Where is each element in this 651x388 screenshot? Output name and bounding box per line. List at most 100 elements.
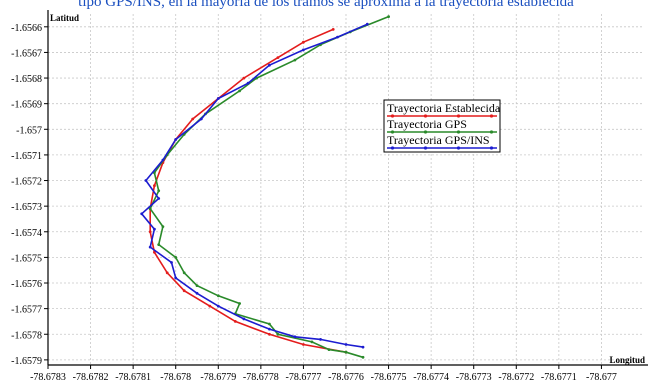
x-tick-label: -78.6773 [456, 372, 492, 383]
data-point-trayectoria-gps-ins [302, 48, 305, 52]
legend-marker [423, 114, 428, 118]
data-point-trayectoria-gps-ins [170, 261, 173, 264]
data-point-trayectoria-gps-ins [148, 245, 152, 249]
data-point-trayectoria-establecida [331, 28, 335, 31]
plot-background [0, 10, 651, 383]
data-point-trayectoria-gps-ins [361, 345, 365, 349]
chart-title-fragment: tipo GPS/INS, en la mayoría de los tramo… [78, 0, 574, 10]
y-tick-label: -1.6566 [11, 23, 42, 34]
x-tick-label: -78.6779 [200, 372, 236, 383]
legend-marker [390, 130, 395, 134]
legend-marker [456, 146, 461, 150]
y-tick-label: -1.6571 [11, 151, 42, 162]
data-point-trayectoria-gps-ins [246, 81, 250, 85]
data-point-trayectoria-gps-ins [216, 304, 220, 308]
legend-marker [423, 146, 428, 150]
y-tick-label: -1.6575 [11, 253, 42, 264]
data-point-trayectoria-gps [327, 348, 331, 351]
data-point-trayectoria-gps-ins [365, 22, 369, 26]
data-point-trayectoria-gps [293, 58, 297, 62]
x-tick-labels: -78.6783 -78.6782 -78.6781 -78.678 -78.6779-… [30, 372, 617, 383]
x-tick-label: -78.678 [160, 372, 191, 383]
series-lines [140, 15, 390, 359]
legend-marker [390, 114, 395, 118]
data-point-trayectoria-gps-ins [216, 97, 220, 100]
data-point-trayectoria-gps-ins [336, 35, 339, 39]
legend-marker [489, 146, 494, 150]
data-point-trayectoria-gps [157, 189, 161, 193]
x-axis-label: Longitud [609, 355, 645, 365]
legend-box [383, 99, 501, 153]
data-point-trayectoria-gps-ins [319, 338, 322, 341]
data-point-trayectoria-establecida [268, 332, 271, 336]
data-point-trayectoria-establecida [153, 184, 156, 188]
y-tick-labels: -1.6566 -1.6567 -1.6568 -1.6569 -1.657 -1.657… [11, 23, 42, 367]
data-point-trayectoria-gps-ins [199, 117, 203, 121]
x-tick-label: -78.6774 [413, 372, 449, 383]
data-point-trayectoria-gps [195, 284, 199, 287]
data-point-trayectoria-establecida [302, 343, 305, 346]
legend-marker [489, 114, 494, 118]
data-point-trayectoria-establecida [233, 320, 237, 323]
data-point-trayectoria-gps-ins [161, 158, 165, 162]
x-tick-label: -78.6772 [498, 372, 534, 383]
legend-label: Trayectoria Establecida [387, 101, 501, 115]
y-tick-label: -1.6569 [11, 100, 42, 111]
data-point-trayectoria-gps-ins [293, 335, 297, 339]
data-point-trayectoria-gps [268, 322, 271, 326]
x-tick-label: -78.6777 [286, 372, 322, 383]
data-point-trayectoria-gps [387, 15, 390, 18]
data-point-trayectoria-establecida [148, 230, 152, 234]
y-tick-label: -1.6567 [11, 48, 42, 59]
x-tick-label: -78.6775 [371, 372, 407, 383]
data-point-trayectoria-gps-ins [153, 227, 156, 231]
data-point-trayectoria-establecida [276, 56, 280, 59]
data-point-trayectoria-gps-ins [268, 327, 271, 331]
data-point-trayectoria-gps-ins [242, 317, 246, 321]
data-point-trayectoria-establecida [191, 117, 195, 121]
x-tick-label: -78.677 [586, 372, 617, 383]
data-point-trayectoria-establecida [302, 40, 305, 44]
data-point-trayectoria-gps [276, 332, 280, 336]
data-point-trayectoria-gps-ins [140, 212, 144, 216]
data-point-trayectoria-gps-ins [344, 343, 348, 346]
data-point-trayectoria-gps [182, 271, 186, 275]
y-tick-label: -1.6579 [11, 356, 42, 367]
data-point-trayectoria-gps-ins [268, 63, 271, 67]
data-point-trayectoria-gps [148, 207, 152, 211]
data-point-trayectoria-establecida [208, 304, 212, 308]
y-tick-label: -1.6573 [11, 202, 42, 213]
legend-marker [423, 130, 428, 134]
y-tick-label: -1.6576 [11, 279, 42, 290]
y-axis-label: Latitud [50, 13, 79, 23]
data-point-trayectoria-gps [216, 294, 220, 298]
data-point-trayectoria-gps [361, 355, 365, 359]
legend: Trayectoria Establecida Trayectoria GPS Tr… [383, 99, 501, 153]
legend-marker [390, 146, 395, 150]
legend-label: Trayectoria GPS/INS [387, 133, 490, 147]
legend-label: Trayectoria GPS [387, 117, 467, 131]
data-point-trayectoria-gps [238, 89, 242, 93]
y-tick-label: -1.6572 [11, 177, 42, 188]
y-tick-label: -1.657 [16, 125, 42, 136]
y-tick-label: -1.6577 [11, 305, 42, 316]
data-point-trayectoria-gps-ins [157, 197, 161, 200]
data-point-trayectoria-gps [174, 256, 178, 259]
x-tick-label: -78.6783 [30, 372, 66, 383]
x-tick-label: -78.6782 [73, 372, 109, 383]
x-tick-label: -78.6771 [541, 372, 577, 383]
axes [44, 10, 648, 369]
grid-lines [47, 14, 644, 365]
data-point-trayectoria-gps-ins [174, 138, 178, 141]
legend-marker [489, 130, 494, 134]
series-line-trayectoria-gps [149, 15, 389, 359]
x-tick-label: -78.6781 [115, 372, 151, 383]
legend-marker [456, 114, 461, 118]
data-point-trayectoria-gps-ins [174, 276, 178, 280]
x-tick-label: -78.6778 [243, 372, 279, 383]
x-tick-label: -78.6776 [328, 372, 364, 383]
data-point-trayectoria-gps [157, 243, 161, 247]
data-point-trayectoria-establecida [165, 271, 169, 275]
